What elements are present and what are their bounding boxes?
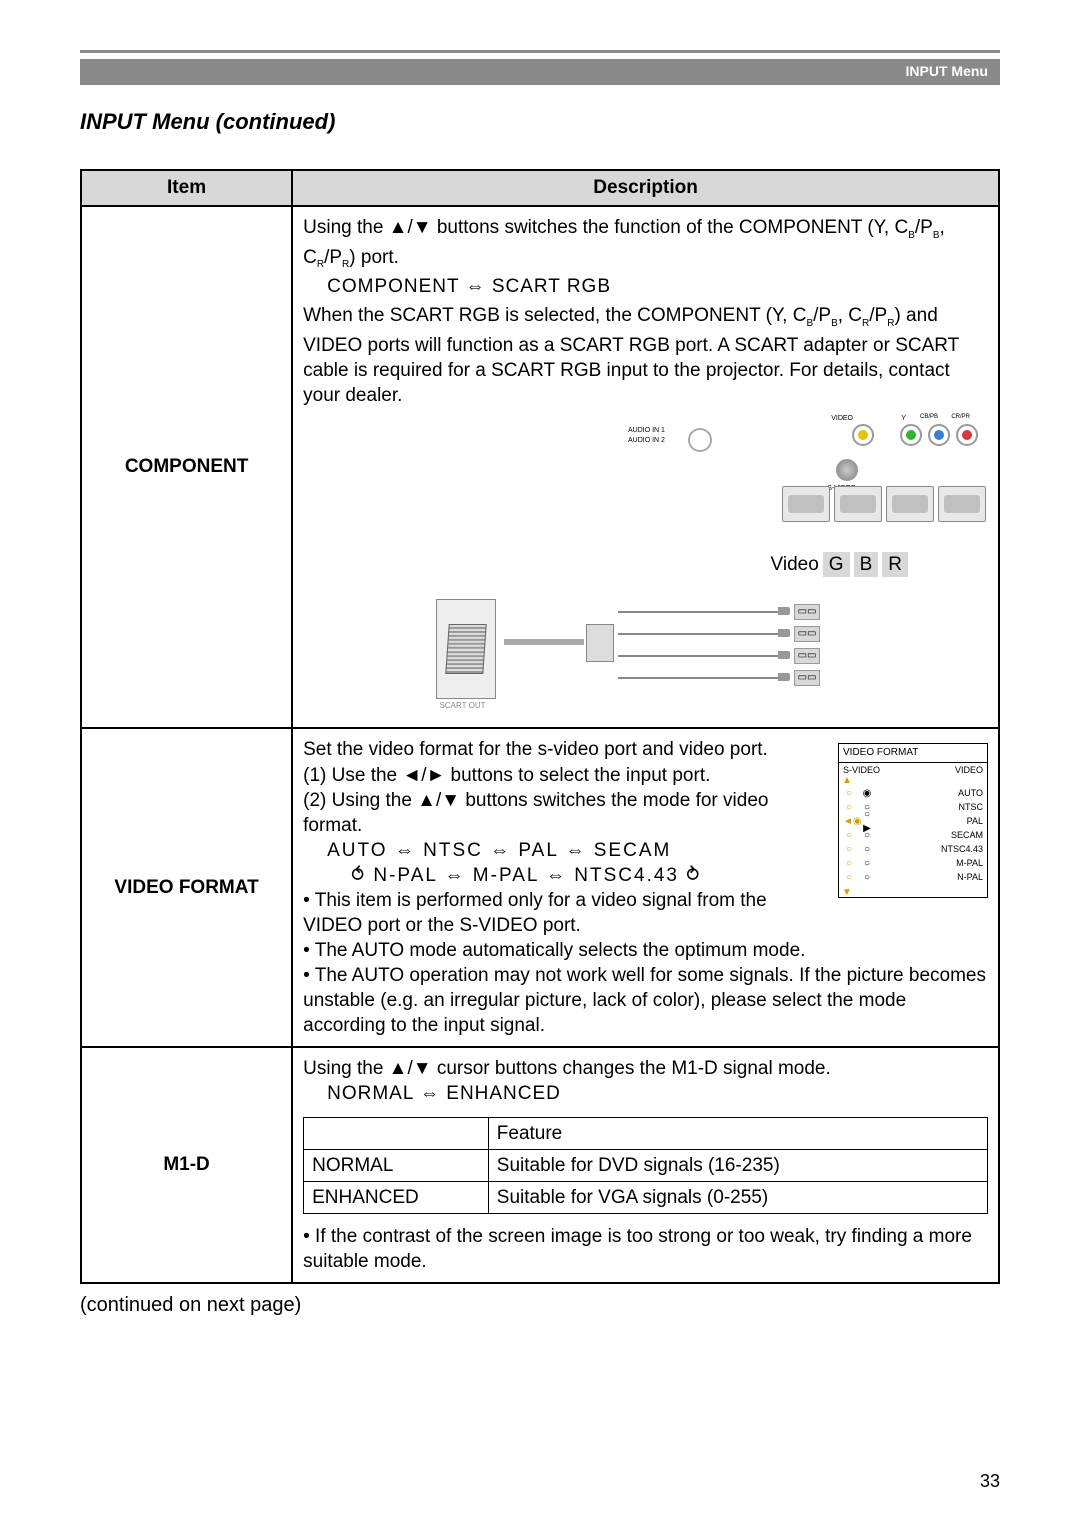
dsub-group	[782, 486, 986, 522]
vf-menu-item: ○○M-PAL	[843, 857, 983, 871]
cable-junction	[586, 624, 614, 662]
item-video-format: VIDEO FORMAT	[81, 728, 292, 1047]
page-number: 33	[980, 1471, 1000, 1492]
label-g: G	[823, 552, 850, 577]
down-arrow-icon: ▼	[839, 889, 987, 897]
continued-note: (continued on next page)	[80, 1294, 1000, 1317]
label-b: B	[854, 552, 879, 577]
item-m1d: M1-D	[81, 1047, 292, 1283]
item-component: COMPONENT	[81, 206, 292, 728]
rca-cr	[956, 424, 978, 446]
rca-cb	[928, 424, 950, 446]
dsub-2	[834, 486, 882, 522]
rca-group	[852, 424, 978, 446]
vf-menu-item: ○○N-PAL	[843, 871, 983, 885]
dsub-3	[886, 486, 934, 522]
desc-m1d: Using the ▲/▼ cursor buttons changes the…	[292, 1047, 999, 1283]
gbr-labels: Video G B R	[303, 552, 908, 577]
label-r: R	[882, 552, 908, 577]
svideo-icon	[836, 459, 858, 481]
scart-connector	[436, 599, 496, 699]
menu-table: Item Description COMPONENT Using the ▲/▼…	[80, 169, 1000, 1284]
component-scart-line: COMPONENT ⇔ SCART RGB	[303, 274, 988, 299]
section-title: INPUT Menu (continued)	[80, 109, 1000, 135]
video-format-menu: VIDEO FORMAT S-VIDEO VIDEO ▲ ○◉AUTO○○NTS…	[838, 743, 988, 897]
rca-video	[852, 424, 874, 446]
manual-page: INPUT Menu INPUT Menu (continued) Item D…	[0, 0, 1080, 1532]
scart-diagram-row: SCART OUT ▭▭ ▭▭	[303, 589, 988, 719]
row-video-format: VIDEO FORMAT VIDEO FORMAT S-VIDEO VIDEO …	[81, 728, 999, 1047]
vf-menu-item: ○◉AUTO	[843, 787, 983, 801]
row-component: COMPONENT Using the ▲/▼ buttons switches…	[81, 206, 999, 728]
vf-menu-item: ○○SECAM	[843, 829, 983, 843]
header-rule: INPUT Menu	[80, 50, 1000, 85]
up-arrow-icon: ▲	[839, 777, 987, 785]
header-bar: INPUT Menu	[80, 59, 1000, 85]
dsub-4	[938, 486, 986, 522]
row-m1d: M1-D Using the ▲/▼ cursor buttons change…	[81, 1047, 999, 1283]
audio-jack-icon	[688, 428, 712, 452]
desc-component: Using the ▲/▼ buttons switches the funct…	[292, 206, 999, 728]
scart-diagram: SCART OUT ▭▭ ▭▭	[436, 589, 856, 719]
header-label: INPUT Menu	[906, 63, 988, 79]
desc-video-format: VIDEO FORMAT S-VIDEO VIDEO ▲ ○◉AUTO○○NTS…	[292, 728, 999, 1047]
vf-menu-item: ○○NTSC4.43	[843, 843, 983, 857]
rca-y	[900, 424, 922, 446]
th-description: Description	[292, 170, 999, 206]
dsub-1	[782, 486, 830, 522]
th-item: Item	[81, 170, 292, 206]
m1d-feature-table: Feature NORMAL Suitable for DVD signals …	[303, 1117, 988, 1214]
rear-panel-diagram: AUDIO IN 1 AUDIO IN 2 VIDEO Y CB/PB CR/P…	[628, 414, 988, 544]
vf-menu-item: ◄◉○ ▶PAL	[843, 815, 983, 829]
